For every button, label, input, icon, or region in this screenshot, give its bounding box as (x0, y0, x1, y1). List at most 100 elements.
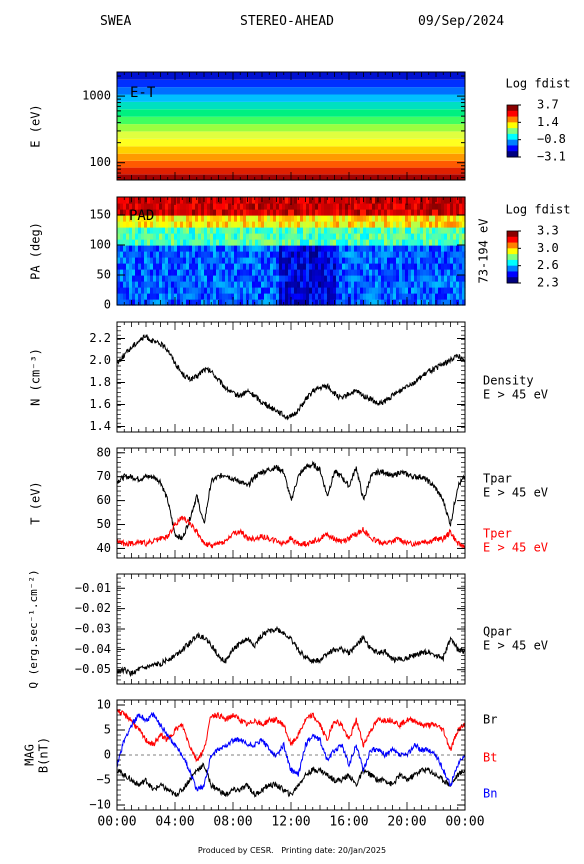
pad-cell-18-2 (171, 287, 175, 294)
pad-cell-107-9 (438, 245, 442, 252)
pad-cell-96-1 (405, 293, 409, 300)
pad-cell-1-11 (120, 233, 124, 240)
pad-cell-14-4 (159, 275, 163, 282)
pad-cell-87-16 (378, 203, 382, 210)
pad-cell-46-5 (255, 269, 259, 276)
pad-cell-2-17 (123, 197, 127, 204)
pad-cell-24-10 (189, 239, 193, 246)
pad-cell-34-14 (219, 215, 223, 222)
pad-cell-51-7 (270, 257, 274, 264)
pad-cell-41-15 (240, 209, 244, 216)
pad-cell-63-6 (306, 263, 310, 270)
header-instrument: SWEA (100, 14, 132, 29)
pad-cell-100-0 (417, 299, 421, 306)
pad-cell-77-7 (348, 257, 352, 264)
pad-cell-59-9 (294, 245, 298, 252)
pad-cell-105-7 (432, 257, 436, 264)
pad-cell-36-10 (225, 239, 229, 246)
pad-cell-13-12 (156, 227, 160, 234)
pad-cell-22-2 (183, 287, 187, 294)
pad-cell-113-7 (456, 257, 460, 264)
pad-cell-24-2 (189, 287, 193, 294)
pad-cell-1-7 (120, 257, 124, 264)
energy-cb-label-0: 3.7 (537, 98, 559, 112)
pad-cell-50-10 (267, 239, 271, 246)
pad-cell-67-8 (318, 251, 322, 258)
xtick-label-5: 20:00 (387, 815, 426, 830)
pad-cell-101-9 (420, 245, 424, 252)
pad-cell-10-13 (147, 221, 151, 228)
pad-cell-7-10 (138, 239, 142, 246)
pad-cell-14-5 (159, 269, 163, 276)
pad-cell-83-2 (366, 287, 370, 294)
pad-cell-71-13 (330, 221, 334, 228)
pad-cell-102-3 (423, 281, 427, 288)
pad-cell-80-7 (357, 257, 361, 264)
pad-cell-47-6 (258, 263, 262, 270)
energy-ylabel: E (eV) (29, 104, 43, 147)
pad-cell-8-1 (141, 293, 145, 300)
pad-cell-98-5 (411, 269, 415, 276)
pad-cell-91-7 (390, 257, 394, 264)
pad-cell-16-16 (165, 203, 169, 210)
pad-cell-52-4 (273, 275, 277, 282)
pad-cell-56-3 (285, 281, 289, 288)
pad-colorbar-seg-6 (507, 265, 518, 272)
pad-cell-67-7 (318, 257, 322, 264)
pad-cell-115-12 (462, 227, 466, 234)
pad-cell-101-10 (420, 239, 424, 246)
pad-cell-83-14 (366, 215, 370, 222)
pad-cell-24-13 (189, 221, 193, 228)
pad-cell-90-6 (387, 263, 391, 270)
pad-cell-91-14 (390, 215, 394, 222)
pad-cell-57-8 (288, 251, 292, 258)
pad-cell-40-17 (237, 197, 241, 204)
pad-cell-36-6 (225, 263, 229, 270)
pad-cell-48-13 (261, 221, 265, 228)
pad-cell-65-5 (312, 269, 316, 276)
pad-cell-107-6 (438, 263, 442, 270)
pad-cell-73-8 (336, 251, 340, 258)
pad-cell-30-5 (207, 269, 211, 276)
pad-cell-36-0 (225, 299, 229, 306)
pad-cell-107-11 (438, 233, 442, 240)
pad-cell-20-11 (177, 233, 181, 240)
pad-cell-79-1 (354, 293, 358, 300)
pad-cell-78-14 (351, 215, 355, 222)
pad-cell-91-12 (390, 227, 394, 234)
pad-cell-61-6 (300, 263, 304, 270)
pad-cell-95-7 (402, 257, 406, 264)
pad-cell-22-3 (183, 281, 187, 288)
pad-cell-82-11 (363, 233, 367, 240)
pad-cell-72-8 (333, 251, 337, 258)
pad-cell-28-10 (201, 239, 205, 246)
pad-cell-3-13 (126, 221, 130, 228)
pad-cell-94-6 (399, 263, 403, 270)
pad-cell-36-4 (225, 275, 229, 282)
temperature-legend-tpar-range: E > 45 eV (483, 486, 548, 500)
pad-cell-104-17 (429, 197, 433, 204)
pad-cell-61-14 (300, 215, 304, 222)
pad-cell-59-5 (294, 269, 298, 276)
pad-cell-5-5 (132, 269, 136, 276)
pad-cell-23-17 (186, 197, 190, 204)
pad-cell-7-6 (138, 263, 142, 270)
pad-cell-15-6 (162, 263, 166, 270)
pad-cell-79-9 (354, 245, 358, 252)
pad-cell-39-12 (234, 227, 238, 234)
pad-cell-61-3 (300, 281, 304, 288)
pad-cell-82-5 (363, 269, 367, 276)
pad-cell-34-6 (219, 263, 223, 270)
pad-cell-74-9 (339, 245, 343, 252)
pad-cell-35-10 (222, 239, 226, 246)
pad-cell-33-16 (216, 203, 220, 210)
pad-cell-84-15 (369, 209, 373, 216)
pad-cell-95-11 (402, 233, 406, 240)
pad-cell-75-8 (342, 251, 346, 258)
pad-cell-108-12 (441, 227, 445, 234)
pad-cell-36-11 (225, 233, 229, 240)
pad-cell-99-1 (414, 293, 418, 300)
pad-cell-71-17 (330, 197, 334, 204)
pad-cell-99-10 (414, 239, 418, 246)
pad-cell-88-12 (381, 227, 385, 234)
